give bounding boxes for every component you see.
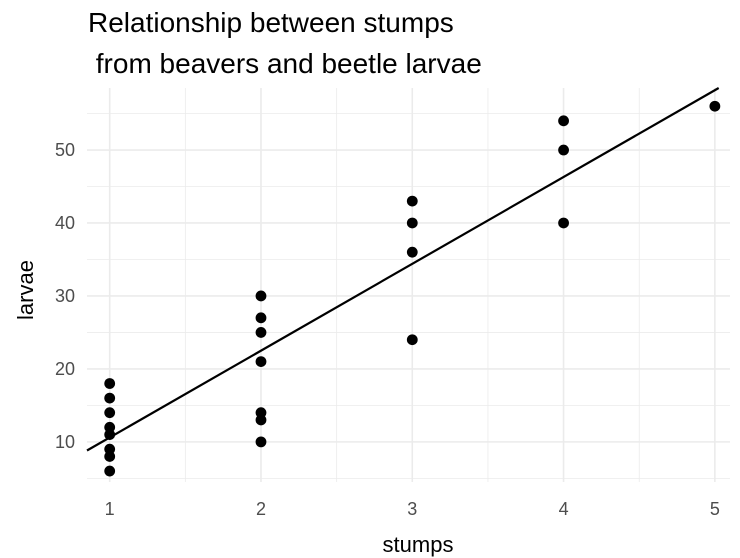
chart-title-line-2: from beavers and beetle larvae (88, 48, 482, 79)
minor-gridlines (87, 88, 730, 482)
data-point-17 (406, 217, 418, 229)
y-axis-title: larvae (13, 260, 38, 320)
data-point-8 (255, 436, 267, 448)
data-point-7 (104, 378, 116, 389)
data-point-19 (558, 217, 569, 229)
chart-title-line-1: Relationship between stumps (88, 7, 454, 38)
x-tick-label-1: 2 (256, 499, 266, 519)
data-point-0 (104, 465, 116, 477)
trend-line (86, 87, 720, 452)
x-tick-label-2: 3 (407, 499, 417, 519)
data-point-20 (558, 144, 569, 156)
data-point-5 (104, 407, 116, 419)
y-tick-label-2: 30 (55, 286, 75, 306)
data-point-12 (255, 327, 267, 338)
x-tick-label-4: 5 (710, 499, 720, 519)
data-point-14 (255, 290, 267, 302)
data-point-2 (104, 443, 116, 455)
data-point-15 (406, 334, 418, 346)
data-point-6 (104, 392, 116, 404)
x-axis-title: stumps (383, 532, 454, 557)
data-point-11 (255, 356, 267, 368)
y-tick-label-3: 40 (55, 213, 75, 233)
data-points (104, 100, 721, 477)
data-point-13 (255, 312, 267, 324)
y-axis-tick-labels: 10 20 30 40 50 (55, 140, 75, 452)
y-tick-label-0: 10 (55, 432, 75, 452)
data-point-16 (406, 246, 418, 258)
x-axis-tick-labels: 1 2 3 4 5 (105, 499, 720, 519)
y-tick-label-1: 20 (55, 359, 75, 379)
data-point-4 (104, 421, 116, 433)
data-point-18 (406, 195, 418, 207)
data-point-22 (709, 100, 721, 112)
y-tick-label-4: 50 (55, 140, 75, 160)
trend-line-layer (86, 87, 720, 452)
x-tick-label-0: 1 (105, 499, 115, 519)
data-point-21 (558, 115, 569, 127)
x-tick-label-3: 4 (559, 499, 569, 519)
major-gridlines (87, 88, 730, 482)
data-point-10 (255, 407, 267, 419)
